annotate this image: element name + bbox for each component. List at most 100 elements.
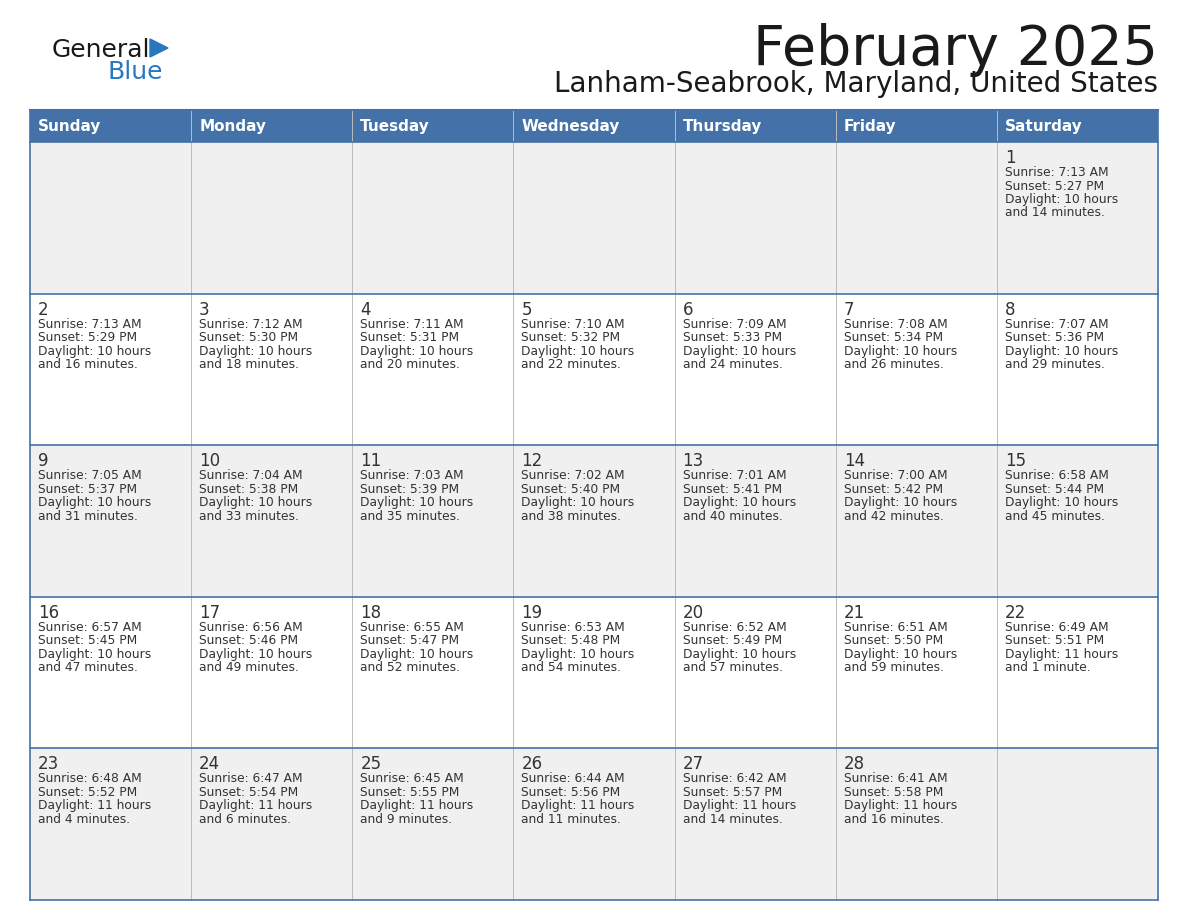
Text: Sunrise: 6:49 AM: Sunrise: 6:49 AM — [1005, 621, 1108, 633]
Text: Daylight: 11 hours: Daylight: 11 hours — [1005, 648, 1118, 661]
Text: and 29 minutes.: and 29 minutes. — [1005, 358, 1105, 371]
Text: and 16 minutes.: and 16 minutes. — [38, 358, 138, 371]
Text: 5: 5 — [522, 300, 532, 319]
Bar — [675, 110, 835, 142]
Text: Daylight: 11 hours: Daylight: 11 hours — [38, 800, 151, 812]
Bar — [30, 110, 191, 142]
Text: Daylight: 10 hours: Daylight: 10 hours — [683, 344, 796, 358]
Text: and 35 minutes.: and 35 minutes. — [360, 509, 460, 522]
Text: Sunset: 5:52 PM: Sunset: 5:52 PM — [38, 786, 138, 799]
Text: and 6 minutes.: and 6 minutes. — [200, 813, 291, 826]
Text: Daylight: 10 hours: Daylight: 10 hours — [522, 344, 634, 358]
Text: Lanham-Seabrook, Maryland, United States: Lanham-Seabrook, Maryland, United States — [554, 70, 1158, 98]
Text: 4: 4 — [360, 300, 371, 319]
Text: 1: 1 — [1005, 149, 1016, 167]
Text: Sunset: 5:32 PM: Sunset: 5:32 PM — [522, 331, 620, 344]
Text: 7: 7 — [843, 300, 854, 319]
Text: and 4 minutes.: and 4 minutes. — [38, 813, 131, 826]
Text: and 11 minutes.: and 11 minutes. — [522, 813, 621, 826]
Text: Sunset: 5:30 PM: Sunset: 5:30 PM — [200, 331, 298, 344]
Text: 22: 22 — [1005, 604, 1026, 621]
Text: Sunrise: 7:03 AM: Sunrise: 7:03 AM — [360, 469, 463, 482]
Text: Daylight: 10 hours: Daylight: 10 hours — [683, 497, 796, 509]
Text: Sunset: 5:29 PM: Sunset: 5:29 PM — [38, 331, 137, 344]
Text: Daylight: 11 hours: Daylight: 11 hours — [360, 800, 474, 812]
Text: 8: 8 — [1005, 300, 1016, 319]
Text: Daylight: 10 hours: Daylight: 10 hours — [360, 497, 474, 509]
Text: and 40 minutes.: and 40 minutes. — [683, 509, 783, 522]
Text: and 49 minutes.: and 49 minutes. — [200, 661, 299, 675]
Text: Sunrise: 7:07 AM: Sunrise: 7:07 AM — [1005, 318, 1108, 330]
Text: and 14 minutes.: and 14 minutes. — [683, 813, 783, 826]
Text: Sunrise: 7:13 AM: Sunrise: 7:13 AM — [1005, 166, 1108, 179]
Text: Sunset: 5:54 PM: Sunset: 5:54 PM — [200, 786, 298, 799]
Text: 28: 28 — [843, 756, 865, 773]
Text: Thursday: Thursday — [683, 118, 762, 133]
Text: Daylight: 10 hours: Daylight: 10 hours — [200, 648, 312, 661]
Text: Tuesday: Tuesday — [360, 118, 430, 133]
Text: Sunset: 5:51 PM: Sunset: 5:51 PM — [1005, 634, 1104, 647]
Text: and 14 minutes.: and 14 minutes. — [1005, 207, 1105, 219]
Text: 20: 20 — [683, 604, 703, 621]
Text: 17: 17 — [200, 604, 220, 621]
Text: Sunrise: 6:45 AM: Sunrise: 6:45 AM — [360, 772, 465, 786]
Text: February 2025: February 2025 — [753, 23, 1158, 77]
Bar — [191, 110, 353, 142]
Text: Sunset: 5:57 PM: Sunset: 5:57 PM — [683, 786, 782, 799]
Text: Sunrise: 6:47 AM: Sunrise: 6:47 AM — [200, 772, 303, 786]
Text: 11: 11 — [360, 453, 381, 470]
Text: 9: 9 — [38, 453, 49, 470]
Text: Blue: Blue — [107, 60, 163, 84]
Text: Wednesday: Wednesday — [522, 118, 620, 133]
Text: 15: 15 — [1005, 453, 1026, 470]
Bar — [30, 294, 1158, 445]
Text: Sunset: 5:41 PM: Sunset: 5:41 PM — [683, 483, 782, 496]
Text: Daylight: 10 hours: Daylight: 10 hours — [1005, 344, 1118, 358]
Text: Sunrise: 7:11 AM: Sunrise: 7:11 AM — [360, 318, 463, 330]
Text: Sunrise: 6:53 AM: Sunrise: 6:53 AM — [522, 621, 625, 633]
Text: Daylight: 10 hours: Daylight: 10 hours — [1005, 193, 1118, 206]
Text: Daylight: 10 hours: Daylight: 10 hours — [1005, 497, 1118, 509]
Text: Sunset: 5:45 PM: Sunset: 5:45 PM — [38, 634, 138, 647]
Text: Sunset: 5:39 PM: Sunset: 5:39 PM — [360, 483, 460, 496]
Text: Sunrise: 6:56 AM: Sunrise: 6:56 AM — [200, 621, 303, 633]
Text: Sunrise: 7:01 AM: Sunrise: 7:01 AM — [683, 469, 786, 482]
Text: Sunset: 5:58 PM: Sunset: 5:58 PM — [843, 786, 943, 799]
Text: Daylight: 10 hours: Daylight: 10 hours — [38, 344, 151, 358]
Text: and 31 minutes.: and 31 minutes. — [38, 509, 138, 522]
Text: 14: 14 — [843, 453, 865, 470]
Text: Sunday: Sunday — [38, 118, 101, 133]
Text: Daylight: 11 hours: Daylight: 11 hours — [683, 800, 796, 812]
Text: 12: 12 — [522, 453, 543, 470]
Text: General: General — [52, 38, 151, 62]
Text: Sunset: 5:49 PM: Sunset: 5:49 PM — [683, 634, 782, 647]
Text: 23: 23 — [38, 756, 59, 773]
Text: Daylight: 11 hours: Daylight: 11 hours — [522, 800, 634, 812]
Text: 18: 18 — [360, 604, 381, 621]
Text: Daylight: 10 hours: Daylight: 10 hours — [843, 497, 958, 509]
Text: and 20 minutes.: and 20 minutes. — [360, 358, 460, 371]
Bar — [353, 110, 513, 142]
Bar — [30, 597, 1158, 748]
Text: Sunrise: 7:05 AM: Sunrise: 7:05 AM — [38, 469, 141, 482]
Text: Daylight: 10 hours: Daylight: 10 hours — [200, 497, 312, 509]
Text: Daylight: 10 hours: Daylight: 10 hours — [522, 648, 634, 661]
Text: Sunrise: 7:09 AM: Sunrise: 7:09 AM — [683, 318, 786, 330]
Text: Sunrise: 6:57 AM: Sunrise: 6:57 AM — [38, 621, 141, 633]
Text: and 47 minutes.: and 47 minutes. — [38, 661, 138, 675]
Text: 27: 27 — [683, 756, 703, 773]
Text: 25: 25 — [360, 756, 381, 773]
Text: 10: 10 — [200, 453, 220, 470]
Text: and 18 minutes.: and 18 minutes. — [200, 358, 299, 371]
Text: Daylight: 10 hours: Daylight: 10 hours — [360, 344, 474, 358]
Text: Sunset: 5:56 PM: Sunset: 5:56 PM — [522, 786, 620, 799]
Text: and 52 minutes.: and 52 minutes. — [360, 661, 460, 675]
Text: Sunset: 5:33 PM: Sunset: 5:33 PM — [683, 331, 782, 344]
Text: and 16 minutes.: and 16 minutes. — [843, 813, 943, 826]
Text: 26: 26 — [522, 756, 543, 773]
Text: and 38 minutes.: and 38 minutes. — [522, 509, 621, 522]
Text: 19: 19 — [522, 604, 543, 621]
Text: 6: 6 — [683, 300, 693, 319]
Text: Daylight: 10 hours: Daylight: 10 hours — [843, 648, 958, 661]
Text: Daylight: 10 hours: Daylight: 10 hours — [683, 648, 796, 661]
